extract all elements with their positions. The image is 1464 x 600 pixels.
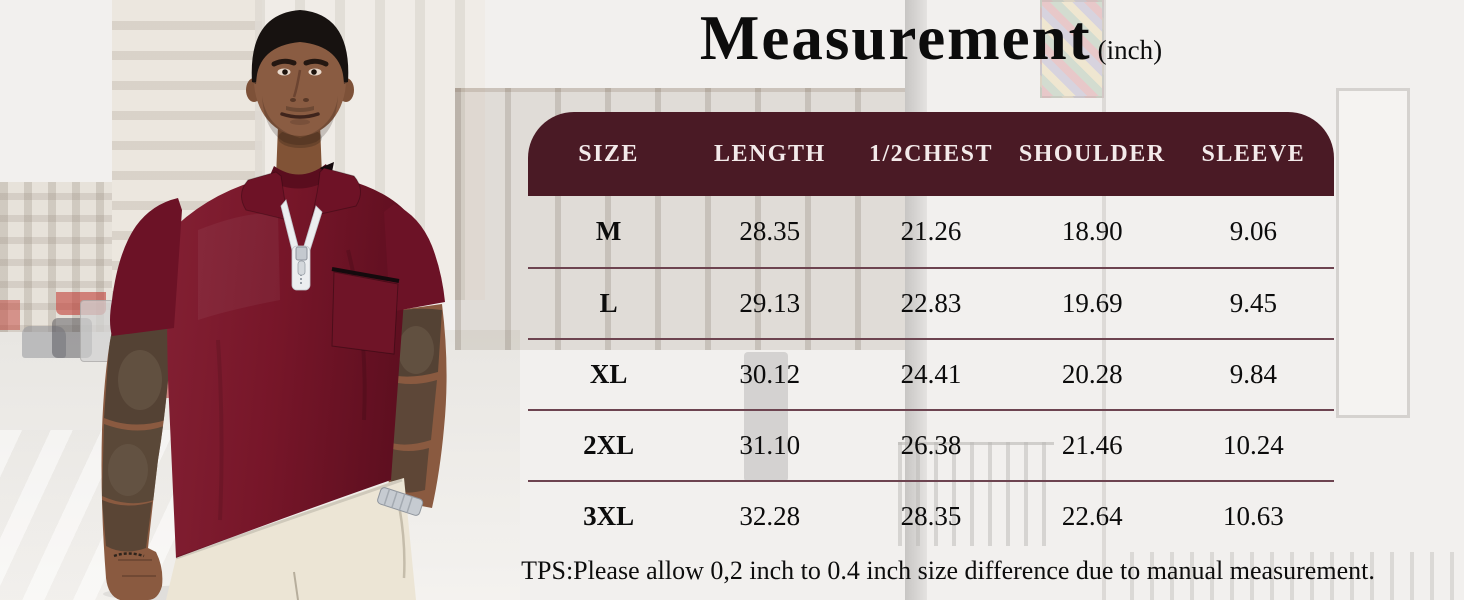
sleeve-cell: 9.06 bbox=[1229, 216, 1278, 246]
page-title: Measurement (inch) bbox=[528, 2, 1334, 75]
table-body: M 28.35 21.26 18.90 9.06 L 29.13 22.83 1… bbox=[528, 196, 1334, 551]
length-cell: 32.28 bbox=[739, 501, 801, 531]
table-header-row: SIZE LENGTH 1/2CHEST SHOULDER SLEEVE bbox=[528, 112, 1334, 196]
title-unit-label: (inch) bbox=[1097, 35, 1163, 65]
sleeve-cell: 10.63 bbox=[1223, 501, 1284, 531]
model-photo bbox=[101, 10, 447, 600]
shoulder-cell: 20.28 bbox=[1061, 359, 1123, 389]
railing-bottom-right bbox=[1130, 552, 1464, 600]
sleeve-cell: 9.84 bbox=[1229, 359, 1278, 389]
table-row: L 29.13 22.83 19.69 9.45 bbox=[528, 267, 1334, 338]
table-row: 2XL 31.10 26.38 21.46 10.24 bbox=[528, 409, 1334, 480]
sleeve-cell: 10.24 bbox=[1223, 430, 1284, 460]
title-text: Measurement bbox=[699, 3, 1092, 73]
size-cell: 2XL bbox=[583, 430, 635, 460]
shoulder-cell: 22.64 bbox=[1061, 501, 1123, 531]
shoulder-cell: 21.46 bbox=[1061, 430, 1123, 460]
window-frame-right bbox=[1336, 88, 1410, 418]
facade-edge bbox=[1102, 0, 1106, 600]
shoulder-cell: 18.90 bbox=[1061, 216, 1123, 246]
table-row: 3XL 32.28 28.35 22.64 10.63 bbox=[528, 480, 1334, 551]
halfchest-cell: 21.26 bbox=[900, 216, 962, 246]
street-bollard bbox=[744, 352, 788, 482]
header-cell-shoulder: SHOULDER bbox=[1018, 140, 1166, 167]
header-cell-size: SIZE bbox=[578, 140, 639, 167]
table-row: XL 30.12 24.41 20.28 9.84 bbox=[528, 338, 1334, 409]
size-cell: M bbox=[595, 216, 622, 246]
length-cell: 30.12 bbox=[739, 359, 801, 389]
table-row: M 28.35 21.26 18.90 9.06 bbox=[528, 196, 1334, 267]
railing-center bbox=[898, 442, 1054, 546]
size-cell: L bbox=[599, 288, 618, 318]
header-cell-sleeve: SLEEVE bbox=[1201, 140, 1306, 167]
size-cell: 3XL bbox=[583, 501, 635, 531]
header-cell-length: LENGTH bbox=[713, 140, 826, 167]
length-cell: 31.10 bbox=[739, 430, 801, 460]
red-awning-small bbox=[0, 300, 20, 330]
halfchest-cell: 24.41 bbox=[900, 359, 962, 389]
length-cell: 28.35 bbox=[739, 216, 801, 246]
shoulder-cell: 19.69 bbox=[1061, 288, 1123, 318]
parked-van bbox=[80, 300, 114, 362]
header-cell-halfchest: 1/2CHEST bbox=[868, 140, 993, 167]
halfchest-cell: 26.38 bbox=[900, 430, 962, 460]
length-cell: 29.13 bbox=[739, 288, 801, 318]
halfchest-cell: 22.83 bbox=[900, 288, 962, 318]
parked-car bbox=[22, 326, 66, 358]
measurement-note: TPS:Please allow 0,2 inch to 0.4 inch si… bbox=[521, 556, 1375, 585]
halfchest-cell: 28.35 bbox=[900, 501, 962, 531]
size-cell: XL bbox=[589, 359, 628, 389]
measurement-table: SIZE LENGTH 1/2CHEST SHOULDER SLEEVE M 2… bbox=[528, 112, 1334, 551]
sleeve-cell: 9.45 bbox=[1229, 288, 1278, 318]
